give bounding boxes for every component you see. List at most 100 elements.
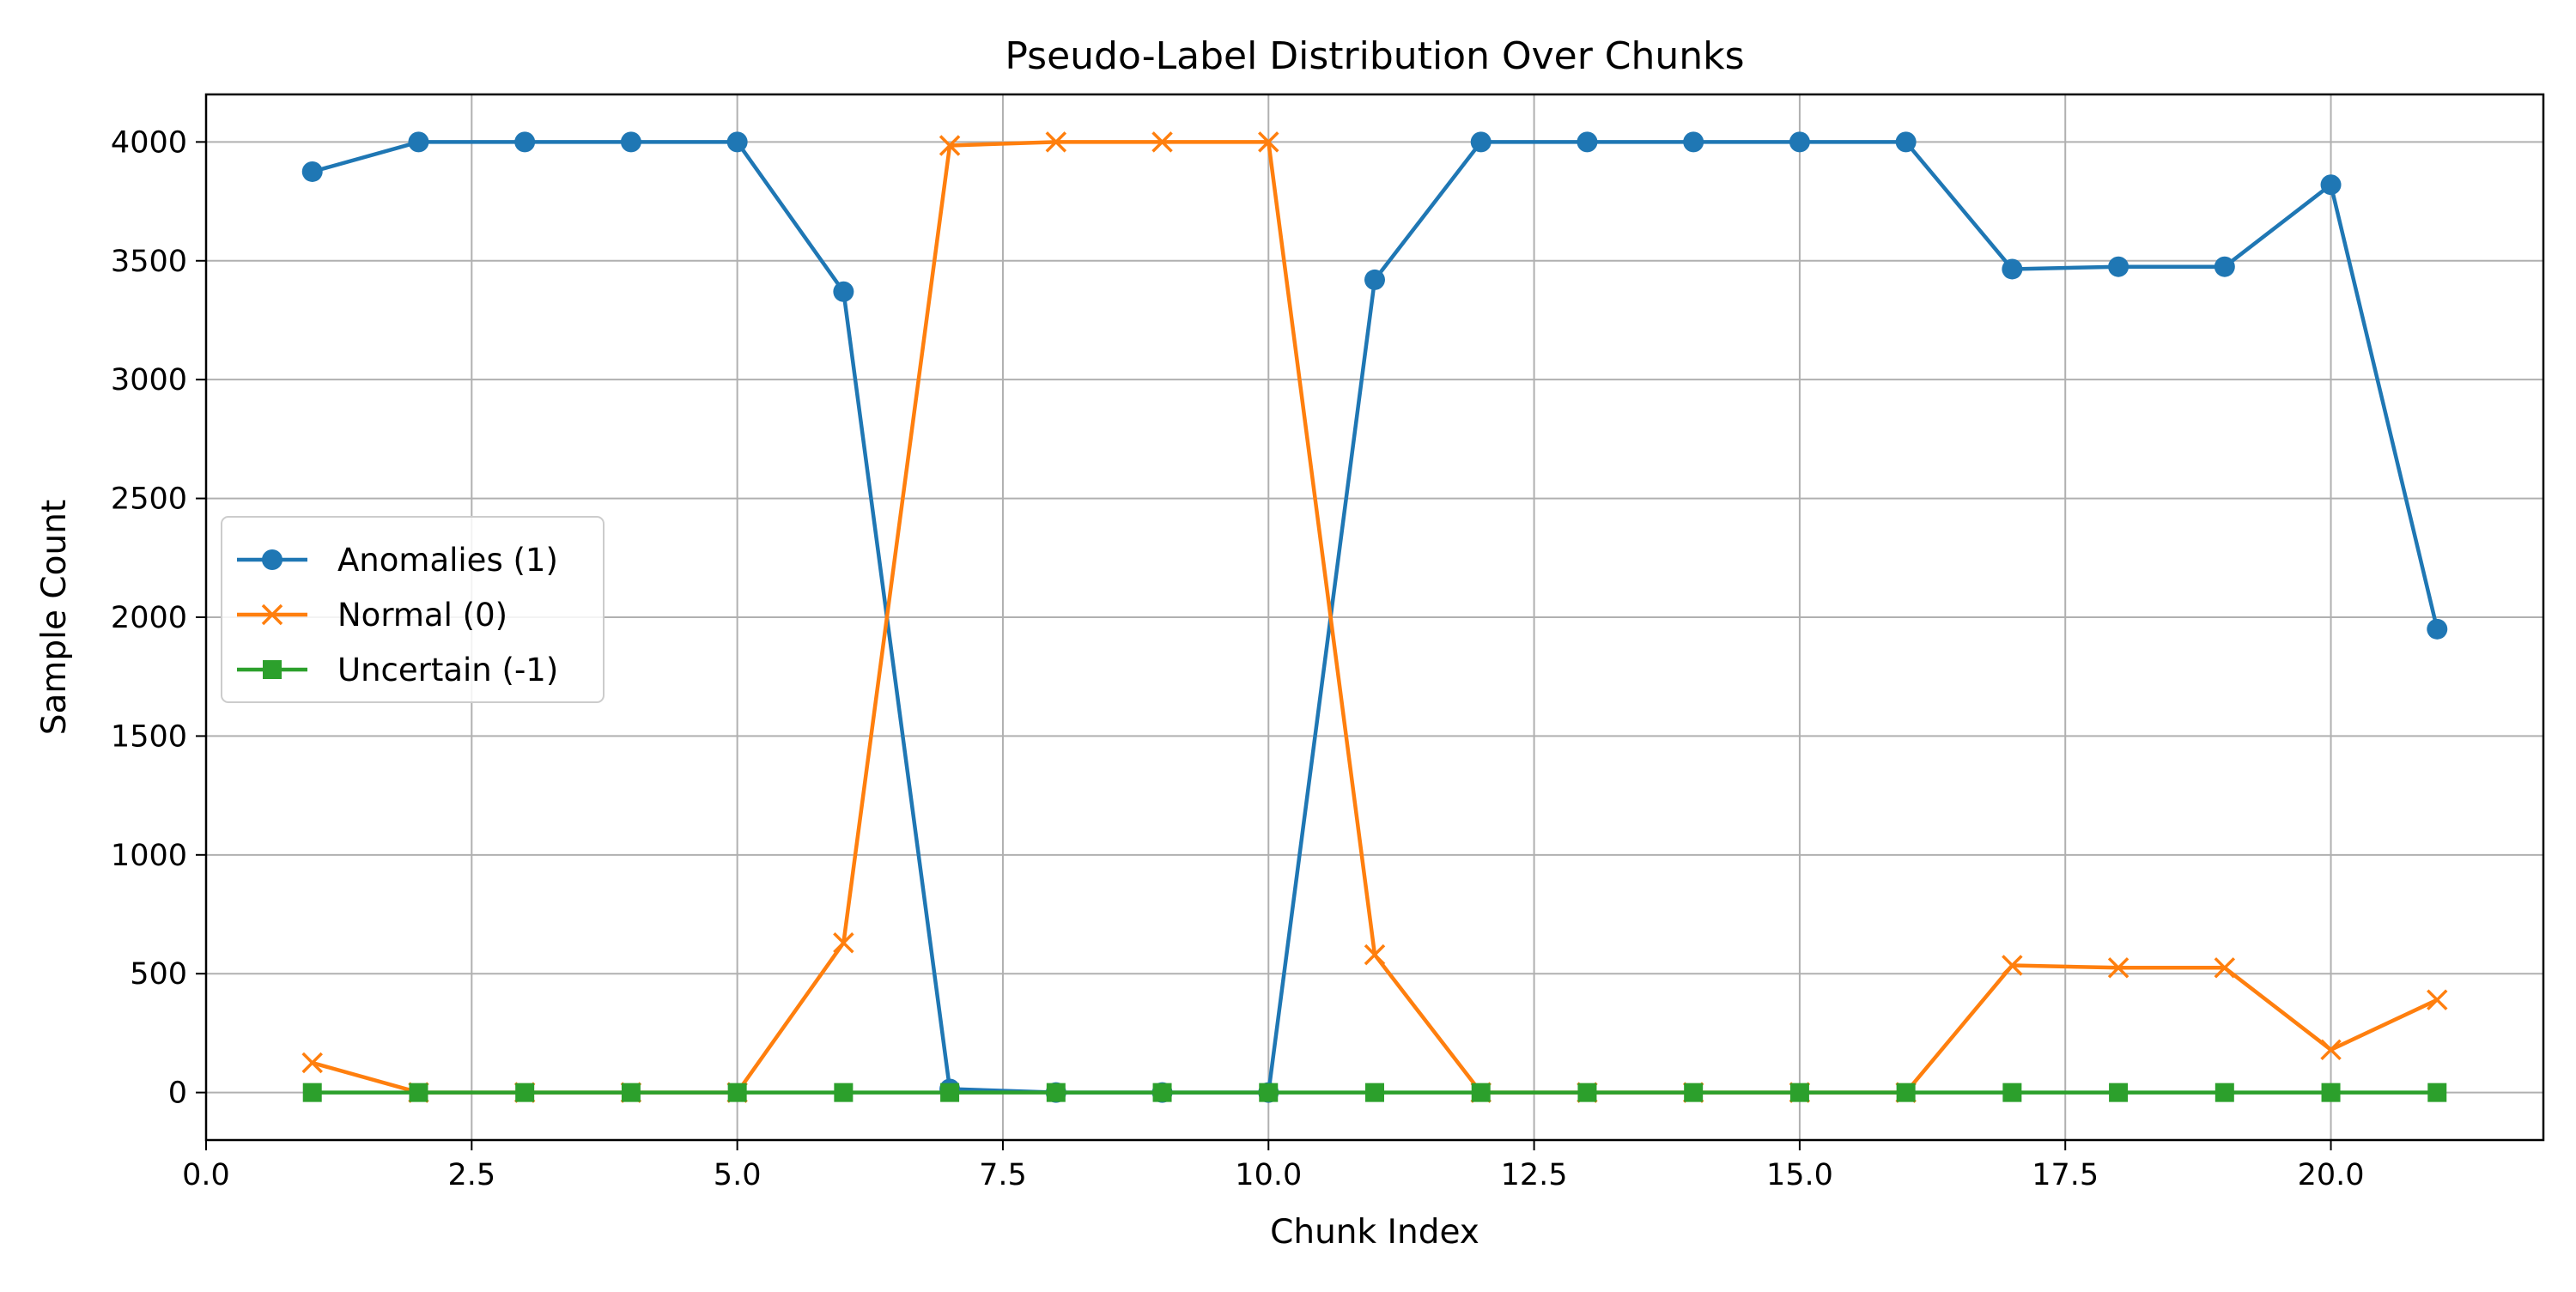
data-point (834, 1083, 854, 1102)
data-point (1259, 1083, 1279, 1102)
data-point (620, 131, 641, 153)
data-point (1258, 131, 1279, 153)
data-point (1684, 1083, 1704, 1102)
data-point (1151, 131, 1173, 153)
data-point (1577, 131, 1598, 153)
data-point (1152, 1083, 1172, 1102)
y-tick-label: 2000 (111, 601, 187, 635)
data-point (1896, 1083, 1916, 1102)
x-marker-stroke (2320, 1039, 2342, 1061)
data-point (1789, 131, 1810, 153)
x-axis-label: Chunk Index (1270, 1213, 1479, 1252)
data-point (2427, 618, 2448, 640)
data-point (408, 131, 429, 153)
data-point (1789, 1083, 1809, 1102)
legend-entry: Normal (0) (237, 597, 507, 634)
legend-entry: Anomalies (1) (237, 542, 558, 579)
x-tick-label: 5.0 (714, 1158, 762, 1192)
x-marker-stroke (2427, 989, 2448, 1010)
x-tick-label: 17.5 (2032, 1158, 2099, 1192)
x-marker-stroke (939, 135, 961, 156)
data-point (1683, 131, 1704, 153)
data-point (621, 1083, 641, 1102)
data-point (2320, 174, 2342, 196)
x-tick-label: 2.5 (447, 1158, 495, 1192)
data-point (1365, 1083, 1384, 1102)
x-tick-label: 7.5 (979, 1158, 1027, 1192)
y-tick-label: 1000 (111, 839, 187, 873)
x-tick-label: 20.0 (2298, 1158, 2365, 1192)
legend-label: Uncertain (-1) (337, 652, 558, 688)
data-point (2427, 989, 2448, 1010)
y-tick-label: 2500 (111, 482, 187, 517)
y-axis-label: Sample Count (35, 500, 74, 735)
data-point (726, 131, 748, 153)
y-tick-label: 0 (168, 1077, 187, 1111)
x-marker-stroke (833, 932, 854, 954)
data-point (409, 1083, 428, 1102)
data-point (2214, 957, 2236, 979)
x-tick-label: 15.0 (1766, 1158, 1833, 1192)
chart-title: Pseudo-Label Distribution Over Chunks (1005, 34, 1744, 78)
legend-marker (263, 660, 282, 679)
x-marker-stroke (301, 1052, 323, 1074)
data-point (939, 135, 961, 156)
series-uncertain-1 (302, 1083, 2447, 1102)
data-point (2002, 258, 2023, 280)
legend-marker (261, 604, 283, 626)
data-point (2108, 256, 2129, 277)
data-point (833, 932, 854, 954)
data-point (2427, 1083, 2447, 1102)
y-tick-label: 500 (130, 957, 187, 992)
legend: Anomalies (1) Normal (0) Uncertain (-1) (221, 516, 605, 703)
y-tick-label: 4000 (111, 125, 187, 160)
x-marker-stroke (1151, 131, 1173, 153)
series-group (301, 131, 2448, 1103)
data-point (1045, 131, 1067, 153)
data-point (2215, 1083, 2234, 1102)
data-point (2002, 1083, 2022, 1102)
y-tick-label: 3000 (111, 363, 187, 397)
x-tick-label: 10.0 (1235, 1158, 1302, 1192)
legend-marker (262, 549, 283, 570)
legend-entry: Uncertain (-1) (237, 652, 558, 688)
x-marker-stroke (2107, 957, 2129, 979)
data-point (514, 131, 536, 153)
legend-box (221, 516, 605, 703)
data-point (2002, 955, 2023, 976)
y-tick-label: 3500 (111, 245, 187, 279)
data-point (515, 1083, 535, 1102)
x-marker-stroke (1045, 131, 1067, 153)
data-point (940, 1083, 960, 1102)
x-marker-stroke (2214, 957, 2236, 979)
data-point (1364, 943, 1386, 966)
legend-label: Anomalies (1) (337, 542, 558, 579)
data-point (2214, 256, 2235, 277)
data-point (1470, 131, 1492, 153)
data-point (727, 1083, 747, 1102)
y-tick-label: 1500 (111, 719, 187, 754)
data-point (1895, 131, 1917, 153)
data-point (1364, 269, 1385, 290)
x-marker-stroke (1258, 131, 1279, 153)
data-point (2107, 957, 2129, 979)
x-marker-stroke (1364, 943, 1386, 966)
data-point (302, 1083, 322, 1102)
data-point (833, 281, 854, 302)
data-point (1471, 1083, 1491, 1102)
axis-ticks: 0.0 2.5 5.0 7.5 10.0 12.5 15.0 17.5 20.0 0 500 1000… (111, 125, 2365, 1192)
x-marker-stroke (2002, 955, 2023, 976)
x-tick-label: 12.5 (1501, 1158, 1568, 1192)
data-point (2109, 1083, 2129, 1102)
x-marker-stroke (261, 604, 283, 626)
data-point (301, 161, 323, 182)
legend-label: Normal (0) (337, 597, 507, 634)
data-point (1046, 1083, 1066, 1102)
data-point (2321, 1083, 2341, 1102)
data-point (2320, 1039, 2342, 1061)
x-tick-label: 0.0 (182, 1158, 230, 1192)
data-point (301, 1052, 323, 1074)
data-point (1577, 1083, 1597, 1102)
